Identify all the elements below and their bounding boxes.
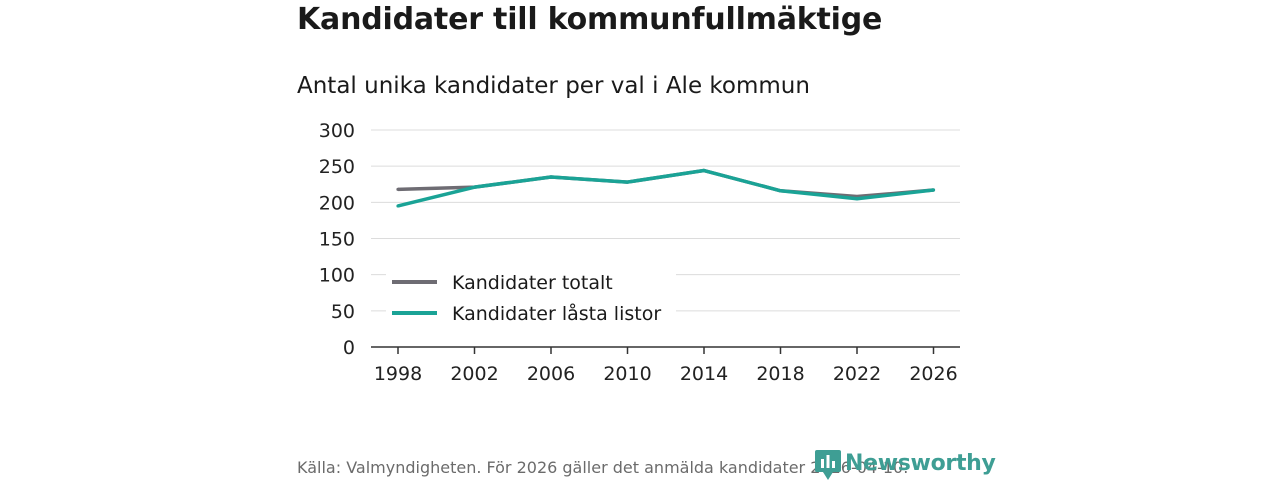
point-locked-2006 bbox=[549, 175, 553, 179]
legend: Kandidater totalt Kandidater låsta listo… bbox=[386, 262, 676, 338]
x-tick-label: 2006 bbox=[527, 363, 575, 385]
y-tick-label: 200 bbox=[319, 192, 355, 214]
y-axis-ticks: 0 50 100 150 200 250 300 bbox=[319, 120, 355, 359]
series-line-locked bbox=[397, 168, 934, 208]
series-line-total bbox=[397, 168, 934, 199]
source-note: Källa: Valmyndigheten. För 2026 gäller d… bbox=[297, 458, 909, 477]
y-tick-label: 0 bbox=[343, 337, 355, 359]
x-tick-label: 2022 bbox=[833, 363, 881, 385]
series-lines bbox=[396, 168, 936, 208]
x-axis-ticks: 1998 2002 2006 2010 2014 2018 2022 2026 bbox=[374, 347, 958, 385]
point-locked-2026 bbox=[931, 188, 936, 192]
legend-label-locked: Kandidater låsta listor bbox=[452, 302, 661, 325]
newsworthy-logo: Newsworthy bbox=[815, 447, 996, 480]
y-tick-label: 300 bbox=[319, 120, 355, 142]
y-tick-label: 100 bbox=[319, 265, 355, 287]
point-locked-2002 bbox=[472, 185, 477, 189]
chart-subtitle: Antal unika kandidater per val i Ale kom… bbox=[297, 73, 810, 99]
legend-background bbox=[386, 262, 676, 338]
y-tick-label: 150 bbox=[319, 229, 355, 251]
point-locked-2018 bbox=[778, 189, 783, 193]
legend-label-total: Kandidater totalt bbox=[452, 272, 613, 294]
point-total-1998 bbox=[396, 187, 400, 191]
point-locked-1998 bbox=[396, 204, 400, 208]
x-tick-label: 2018 bbox=[756, 363, 804, 385]
x-tick-label: 2010 bbox=[603, 363, 651, 385]
y-tick-label: 250 bbox=[319, 156, 355, 178]
x-tick-label: 1998 bbox=[374, 363, 422, 385]
point-locked-2014 bbox=[702, 168, 706, 173]
y-tick-label: 50 bbox=[331, 301, 355, 323]
point-locked-2022 bbox=[855, 197, 859, 201]
point-locked-2010 bbox=[625, 180, 630, 184]
chart-title: Kandidater till kommunfullmäktige bbox=[297, 2, 883, 37]
newsworthy-logo-word: Newsworthy bbox=[845, 450, 996, 476]
x-tick-label: 2002 bbox=[450, 363, 498, 385]
newsworthy-logo-icon bbox=[815, 450, 841, 480]
x-tick-label: 2026 bbox=[909, 363, 957, 385]
line-chart: 0 50 100 150 200 250 300 1998 2002 2006 2010 2014 2… bbox=[319, 120, 960, 385]
x-tick-label: 2014 bbox=[680, 363, 728, 385]
